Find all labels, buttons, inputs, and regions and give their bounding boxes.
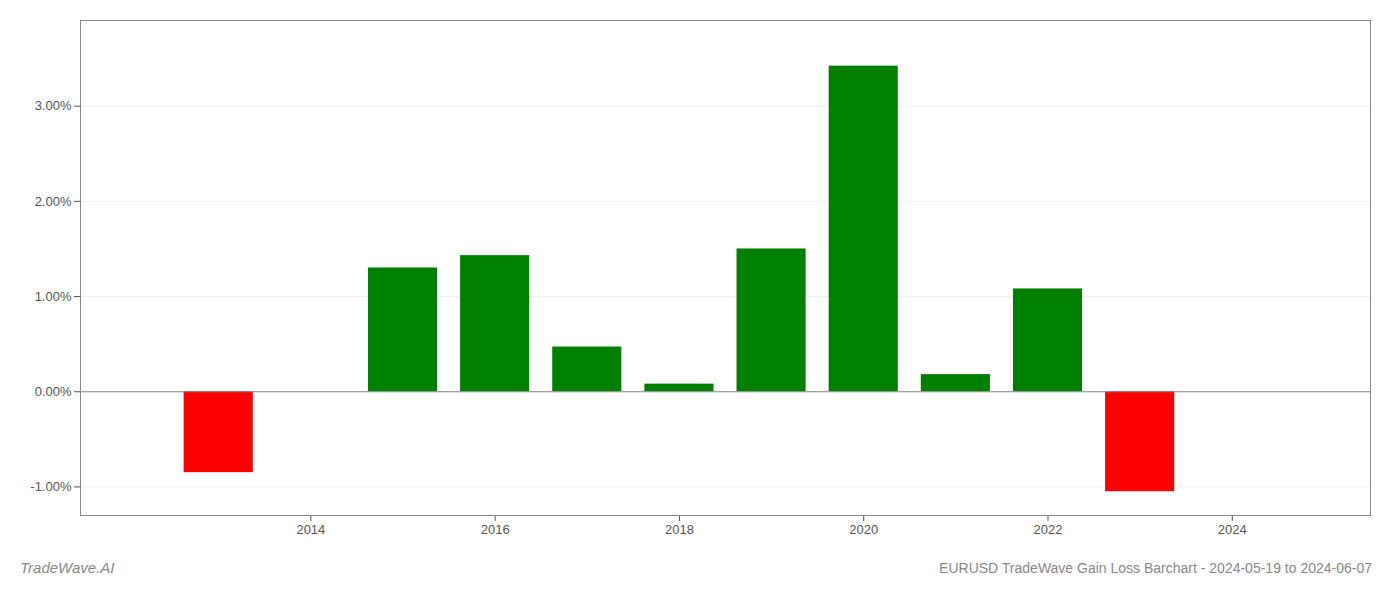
- svg-text:2020: 2020: [849, 522, 878, 537]
- svg-text:2024: 2024: [1218, 522, 1247, 537]
- svg-text:2016: 2016: [481, 522, 510, 537]
- svg-text:-1.00%: -1.00%: [30, 479, 72, 494]
- svg-text:2022: 2022: [1034, 522, 1063, 537]
- html-text:EURUSD TradeWave Gain Loss Bar: EURUSD TradeWave Gain Loss Barchart - 20…: [939, 560, 1372, 576]
- svg-text:2.00%: 2.00%: [35, 194, 72, 209]
- svg-text:1.00%: 1.00%: [35, 289, 72, 304]
- html-text:TradeWave.AI: TradeWave.AI: [20, 559, 115, 576]
- svg-text:2014: 2014: [296, 522, 325, 537]
- svg-text:2018: 2018: [665, 522, 694, 537]
- svg-text:0.00%: 0.00%: [35, 384, 72, 399]
- svg-text:3.00%: 3.00%: [35, 98, 72, 113]
